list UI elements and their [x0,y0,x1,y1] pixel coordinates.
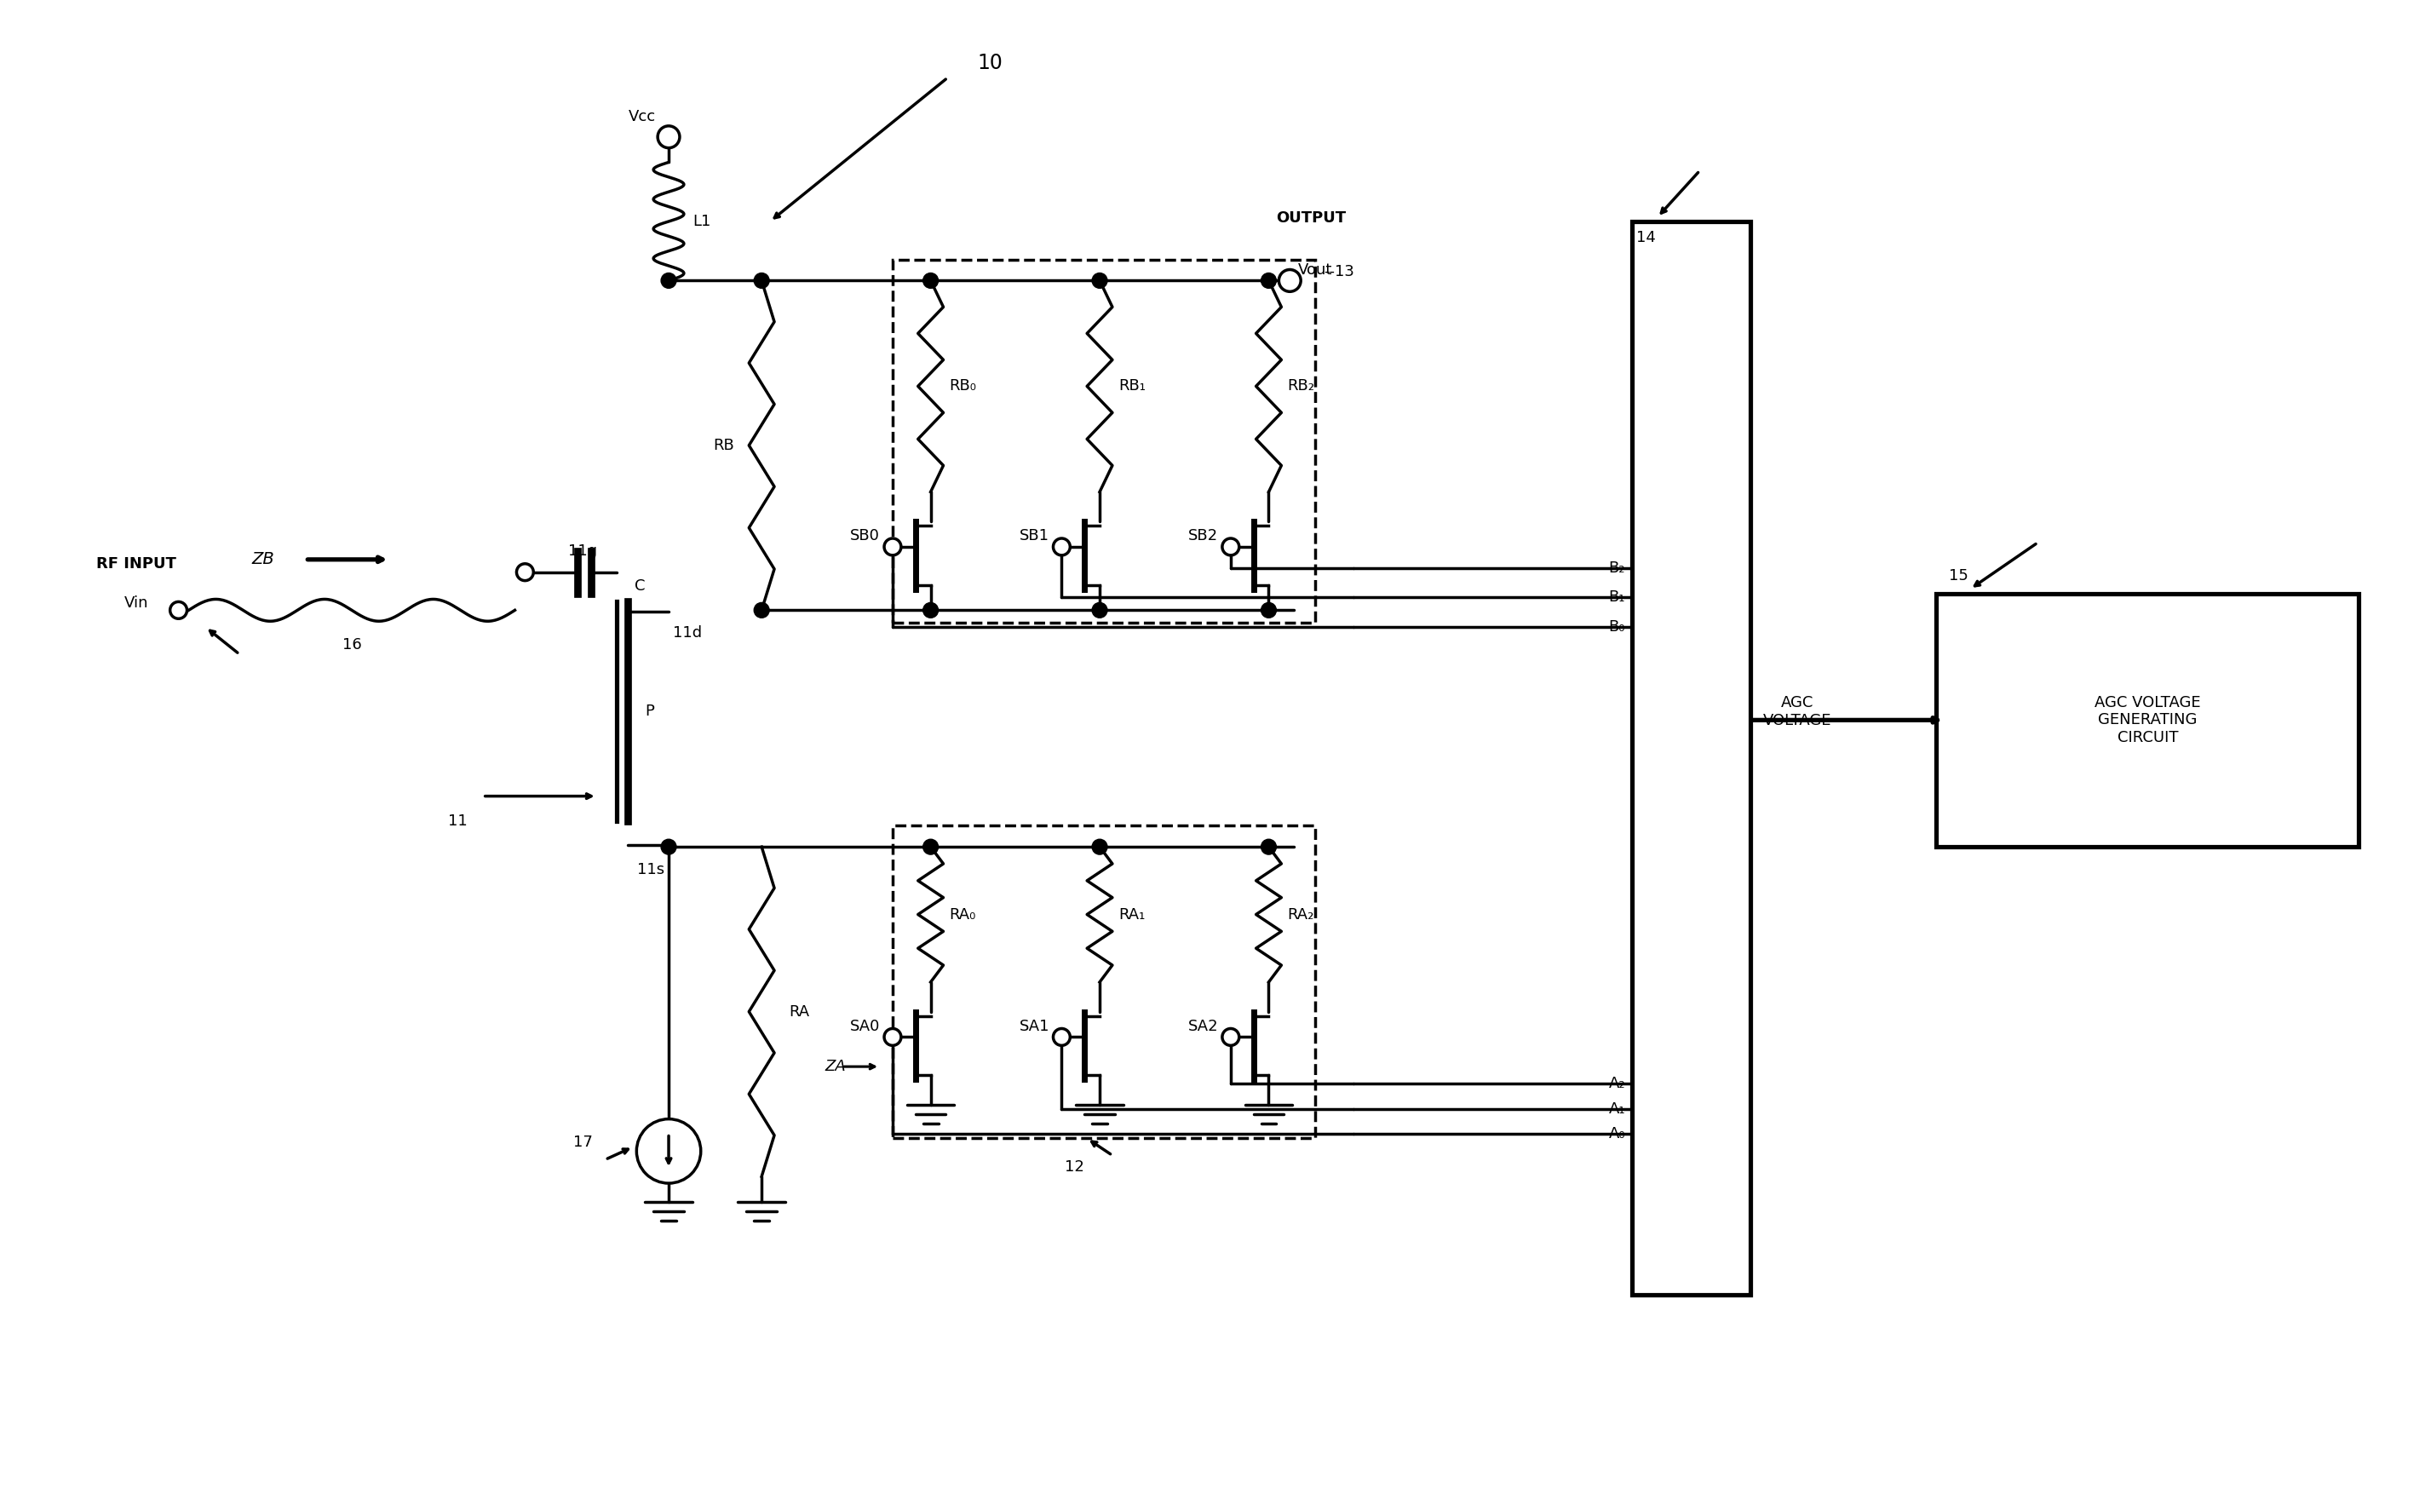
Circle shape [662,274,677,289]
Text: RB: RB [713,438,735,454]
Text: A₁: A₁ [1608,1101,1625,1116]
Circle shape [1261,274,1276,289]
Circle shape [924,274,938,289]
Circle shape [635,1119,701,1184]
Circle shape [754,603,769,618]
Text: OUTPUT: OUTPUT [1276,210,1346,225]
Text: RA₂: RA₂ [1288,907,1314,922]
Text: SA1: SA1 [1018,1019,1050,1034]
Text: RA₀: RA₀ [948,907,975,922]
Circle shape [1052,1028,1069,1045]
Text: 17: 17 [572,1136,592,1151]
Circle shape [1091,603,1108,618]
Text: 11d: 11d [672,626,701,641]
Text: A₀: A₀ [1608,1126,1625,1142]
Text: 11: 11 [449,813,468,829]
Circle shape [662,839,677,854]
Text: 12: 12 [1065,1160,1084,1175]
Text: --13: --13 [1324,265,1353,280]
Text: B₁: B₁ [1608,590,1625,605]
Circle shape [1261,839,1276,854]
Text: AGC
VOLTAGE: AGC VOLTAGE [1763,696,1831,729]
Circle shape [1222,1028,1239,1045]
Circle shape [885,538,902,555]
Circle shape [924,603,938,618]
Text: 15: 15 [1950,569,1969,584]
Text: SA0: SA0 [851,1019,880,1034]
Text: B₂: B₂ [1608,561,1625,576]
Text: 16: 16 [342,637,361,653]
Circle shape [1261,603,1276,618]
Text: 11g: 11g [567,543,597,559]
Circle shape [657,125,679,148]
Text: RA: RA [788,1004,810,1019]
Text: SB2: SB2 [1188,528,1217,543]
Circle shape [885,1028,902,1045]
Circle shape [1091,274,1108,289]
Circle shape [754,274,769,289]
Text: SB0: SB0 [851,528,880,543]
Text: ZA: ZA [824,1058,846,1074]
Text: AGC VOLTAGE
GENERATING
CIRCUIT: AGC VOLTAGE GENERATING CIRCUIT [2095,694,2202,745]
Circle shape [1222,538,1239,555]
Circle shape [170,602,187,618]
FancyBboxPatch shape [1935,593,2360,847]
Text: RA₁: RA₁ [1118,907,1145,922]
Text: SA2: SA2 [1188,1019,1220,1034]
Circle shape [517,564,534,581]
Text: RB₀: RB₀ [948,378,977,395]
Text: B₀: B₀ [1608,620,1625,635]
FancyBboxPatch shape [1632,221,1751,1294]
Circle shape [924,839,938,854]
Text: RF INPUT: RF INPUT [97,556,177,572]
Text: 11s: 11s [638,862,664,877]
Text: A₂: A₂ [1608,1077,1625,1092]
Text: SB1: SB1 [1018,528,1050,543]
Text: RB₂: RB₂ [1288,378,1314,395]
Circle shape [1052,538,1069,555]
Text: 14: 14 [1637,230,1656,245]
Text: RB₁: RB₁ [1118,378,1145,395]
Text: C: C [635,578,645,593]
Circle shape [1278,269,1300,292]
Circle shape [1091,839,1108,854]
Text: 10: 10 [977,53,1002,73]
Text: Vout: Vout [1297,263,1334,278]
Text: L1: L1 [691,213,711,230]
Text: Vcc: Vcc [628,109,657,124]
Text: ZB: ZB [252,552,274,567]
Text: Vin: Vin [124,596,148,611]
Text: P: P [645,705,655,720]
